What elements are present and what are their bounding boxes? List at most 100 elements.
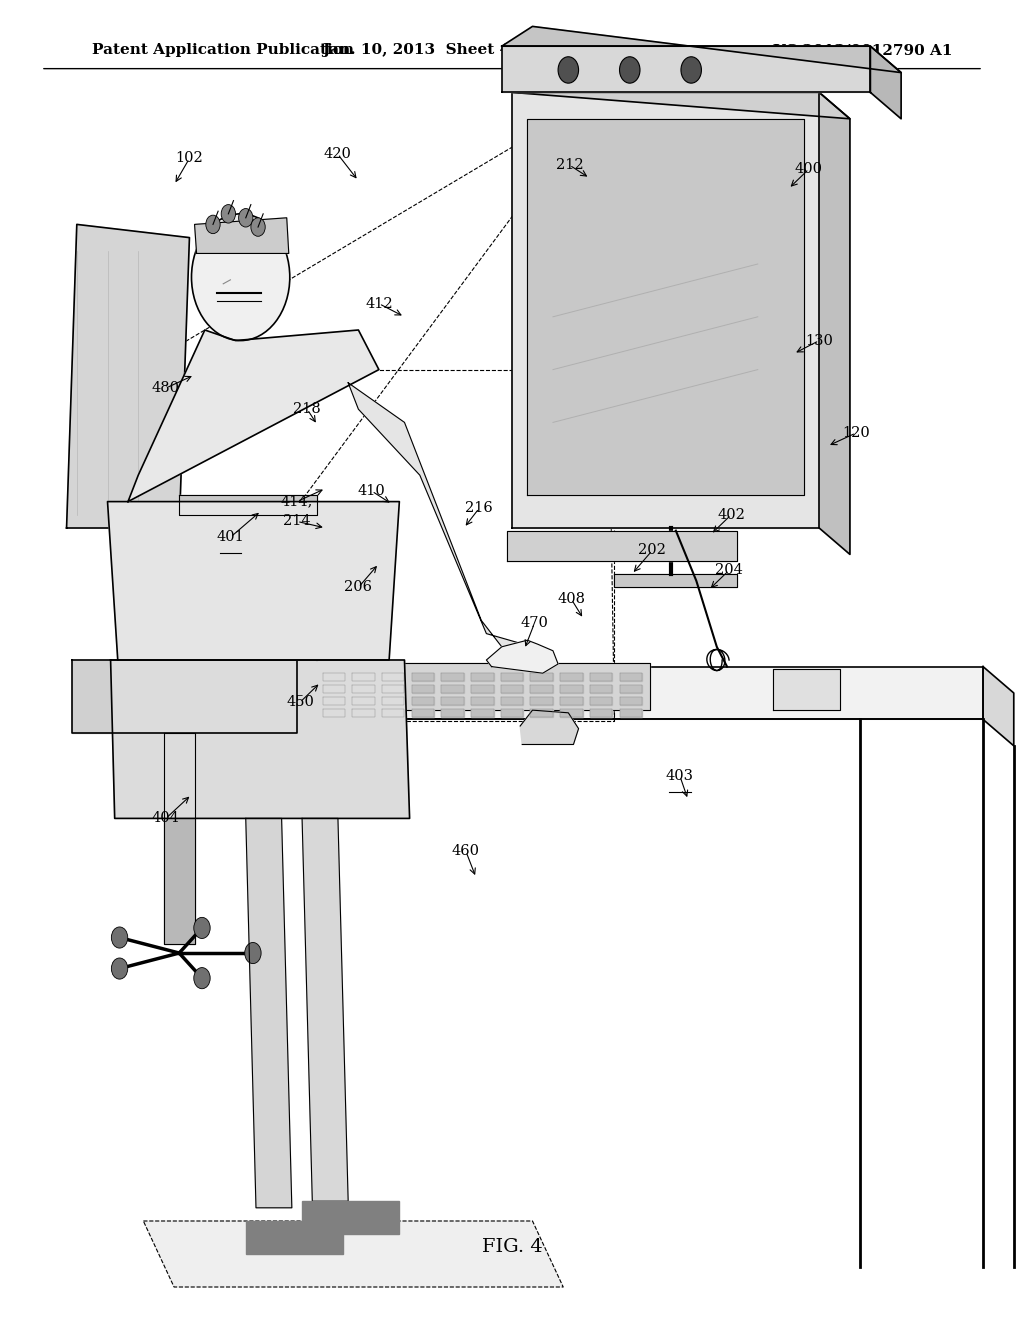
Text: 408: 408	[557, 593, 586, 606]
Circle shape	[194, 968, 210, 989]
Polygon shape	[560, 673, 583, 681]
Polygon shape	[352, 673, 375, 681]
Polygon shape	[501, 697, 523, 705]
Circle shape	[206, 215, 220, 234]
Polygon shape	[620, 685, 642, 693]
Polygon shape	[382, 697, 404, 705]
Polygon shape	[501, 685, 523, 693]
Polygon shape	[246, 818, 292, 1208]
Polygon shape	[590, 709, 612, 717]
Polygon shape	[382, 685, 404, 693]
Polygon shape	[590, 673, 612, 681]
Polygon shape	[512, 92, 850, 119]
Polygon shape	[352, 709, 375, 717]
Text: 130: 130	[805, 334, 834, 347]
Polygon shape	[302, 1201, 399, 1234]
Polygon shape	[412, 685, 434, 693]
Text: 400: 400	[795, 162, 823, 176]
Polygon shape	[441, 697, 464, 705]
Polygon shape	[471, 709, 494, 717]
Polygon shape	[352, 685, 375, 693]
Polygon shape	[560, 685, 583, 693]
Circle shape	[112, 958, 128, 979]
Circle shape	[681, 57, 701, 83]
Polygon shape	[512, 92, 819, 528]
Circle shape	[191, 214, 290, 341]
Text: FIG. 4: FIG. 4	[481, 1238, 543, 1257]
Text: 202: 202	[638, 544, 667, 557]
Polygon shape	[560, 709, 583, 717]
Polygon shape	[530, 697, 553, 705]
Text: 410: 410	[357, 484, 386, 498]
Text: 216: 216	[465, 502, 494, 515]
Polygon shape	[412, 697, 434, 705]
Polygon shape	[246, 1221, 343, 1254]
Polygon shape	[773, 669, 840, 710]
Polygon shape	[520, 710, 579, 744]
Text: 214: 214	[284, 515, 310, 528]
Text: 102: 102	[175, 152, 204, 165]
Polygon shape	[195, 218, 289, 253]
Polygon shape	[486, 640, 558, 673]
Polygon shape	[507, 531, 737, 561]
Polygon shape	[530, 673, 553, 681]
Polygon shape	[441, 673, 464, 681]
Polygon shape	[323, 673, 345, 681]
Polygon shape	[323, 685, 345, 693]
Polygon shape	[111, 660, 410, 818]
Polygon shape	[72, 660, 297, 733]
Polygon shape	[108, 502, 399, 660]
Polygon shape	[471, 673, 494, 681]
Polygon shape	[323, 709, 345, 717]
Text: 460: 460	[452, 845, 480, 858]
Text: 212: 212	[556, 158, 583, 172]
Polygon shape	[527, 119, 804, 495]
Polygon shape	[819, 92, 850, 554]
Polygon shape	[530, 685, 553, 693]
Polygon shape	[276, 667, 983, 719]
Circle shape	[558, 57, 579, 83]
Polygon shape	[348, 383, 532, 647]
Text: 403: 403	[666, 770, 694, 783]
Polygon shape	[870, 46, 901, 119]
Polygon shape	[501, 673, 523, 681]
Polygon shape	[164, 733, 195, 944]
Polygon shape	[302, 818, 348, 1201]
Text: 450: 450	[286, 696, 314, 709]
Polygon shape	[502, 26, 901, 73]
Text: 204: 204	[715, 564, 743, 577]
Polygon shape	[441, 709, 464, 717]
Text: 206: 206	[344, 581, 373, 594]
Polygon shape	[67, 224, 189, 528]
Polygon shape	[128, 330, 379, 502]
Text: 218: 218	[293, 403, 322, 416]
Polygon shape	[179, 495, 317, 515]
Polygon shape	[620, 709, 642, 717]
Polygon shape	[412, 709, 434, 717]
Polygon shape	[441, 685, 464, 693]
Text: 420: 420	[324, 148, 352, 161]
Circle shape	[112, 927, 128, 948]
Polygon shape	[471, 697, 494, 705]
Polygon shape	[312, 663, 650, 710]
Polygon shape	[620, 697, 642, 705]
Circle shape	[239, 209, 253, 227]
Polygon shape	[560, 697, 583, 705]
Polygon shape	[382, 709, 404, 717]
Polygon shape	[614, 574, 737, 587]
Polygon shape	[143, 1221, 563, 1287]
Polygon shape	[471, 685, 494, 693]
Text: US 2013/0012790 A1: US 2013/0012790 A1	[773, 44, 952, 57]
Text: 412: 412	[366, 297, 392, 310]
Circle shape	[221, 205, 236, 223]
Text: 401: 401	[216, 531, 245, 544]
Text: 404: 404	[152, 812, 180, 825]
Text: Jan. 10, 2013  Sheet 4 of 44: Jan. 10, 2013 Sheet 4 of 44	[322, 44, 559, 57]
Text: 402: 402	[717, 508, 745, 521]
Polygon shape	[382, 673, 404, 681]
Polygon shape	[502, 46, 870, 92]
Polygon shape	[233, 317, 256, 341]
Text: 470: 470	[520, 616, 549, 630]
Polygon shape	[412, 673, 434, 681]
Polygon shape	[352, 697, 375, 705]
